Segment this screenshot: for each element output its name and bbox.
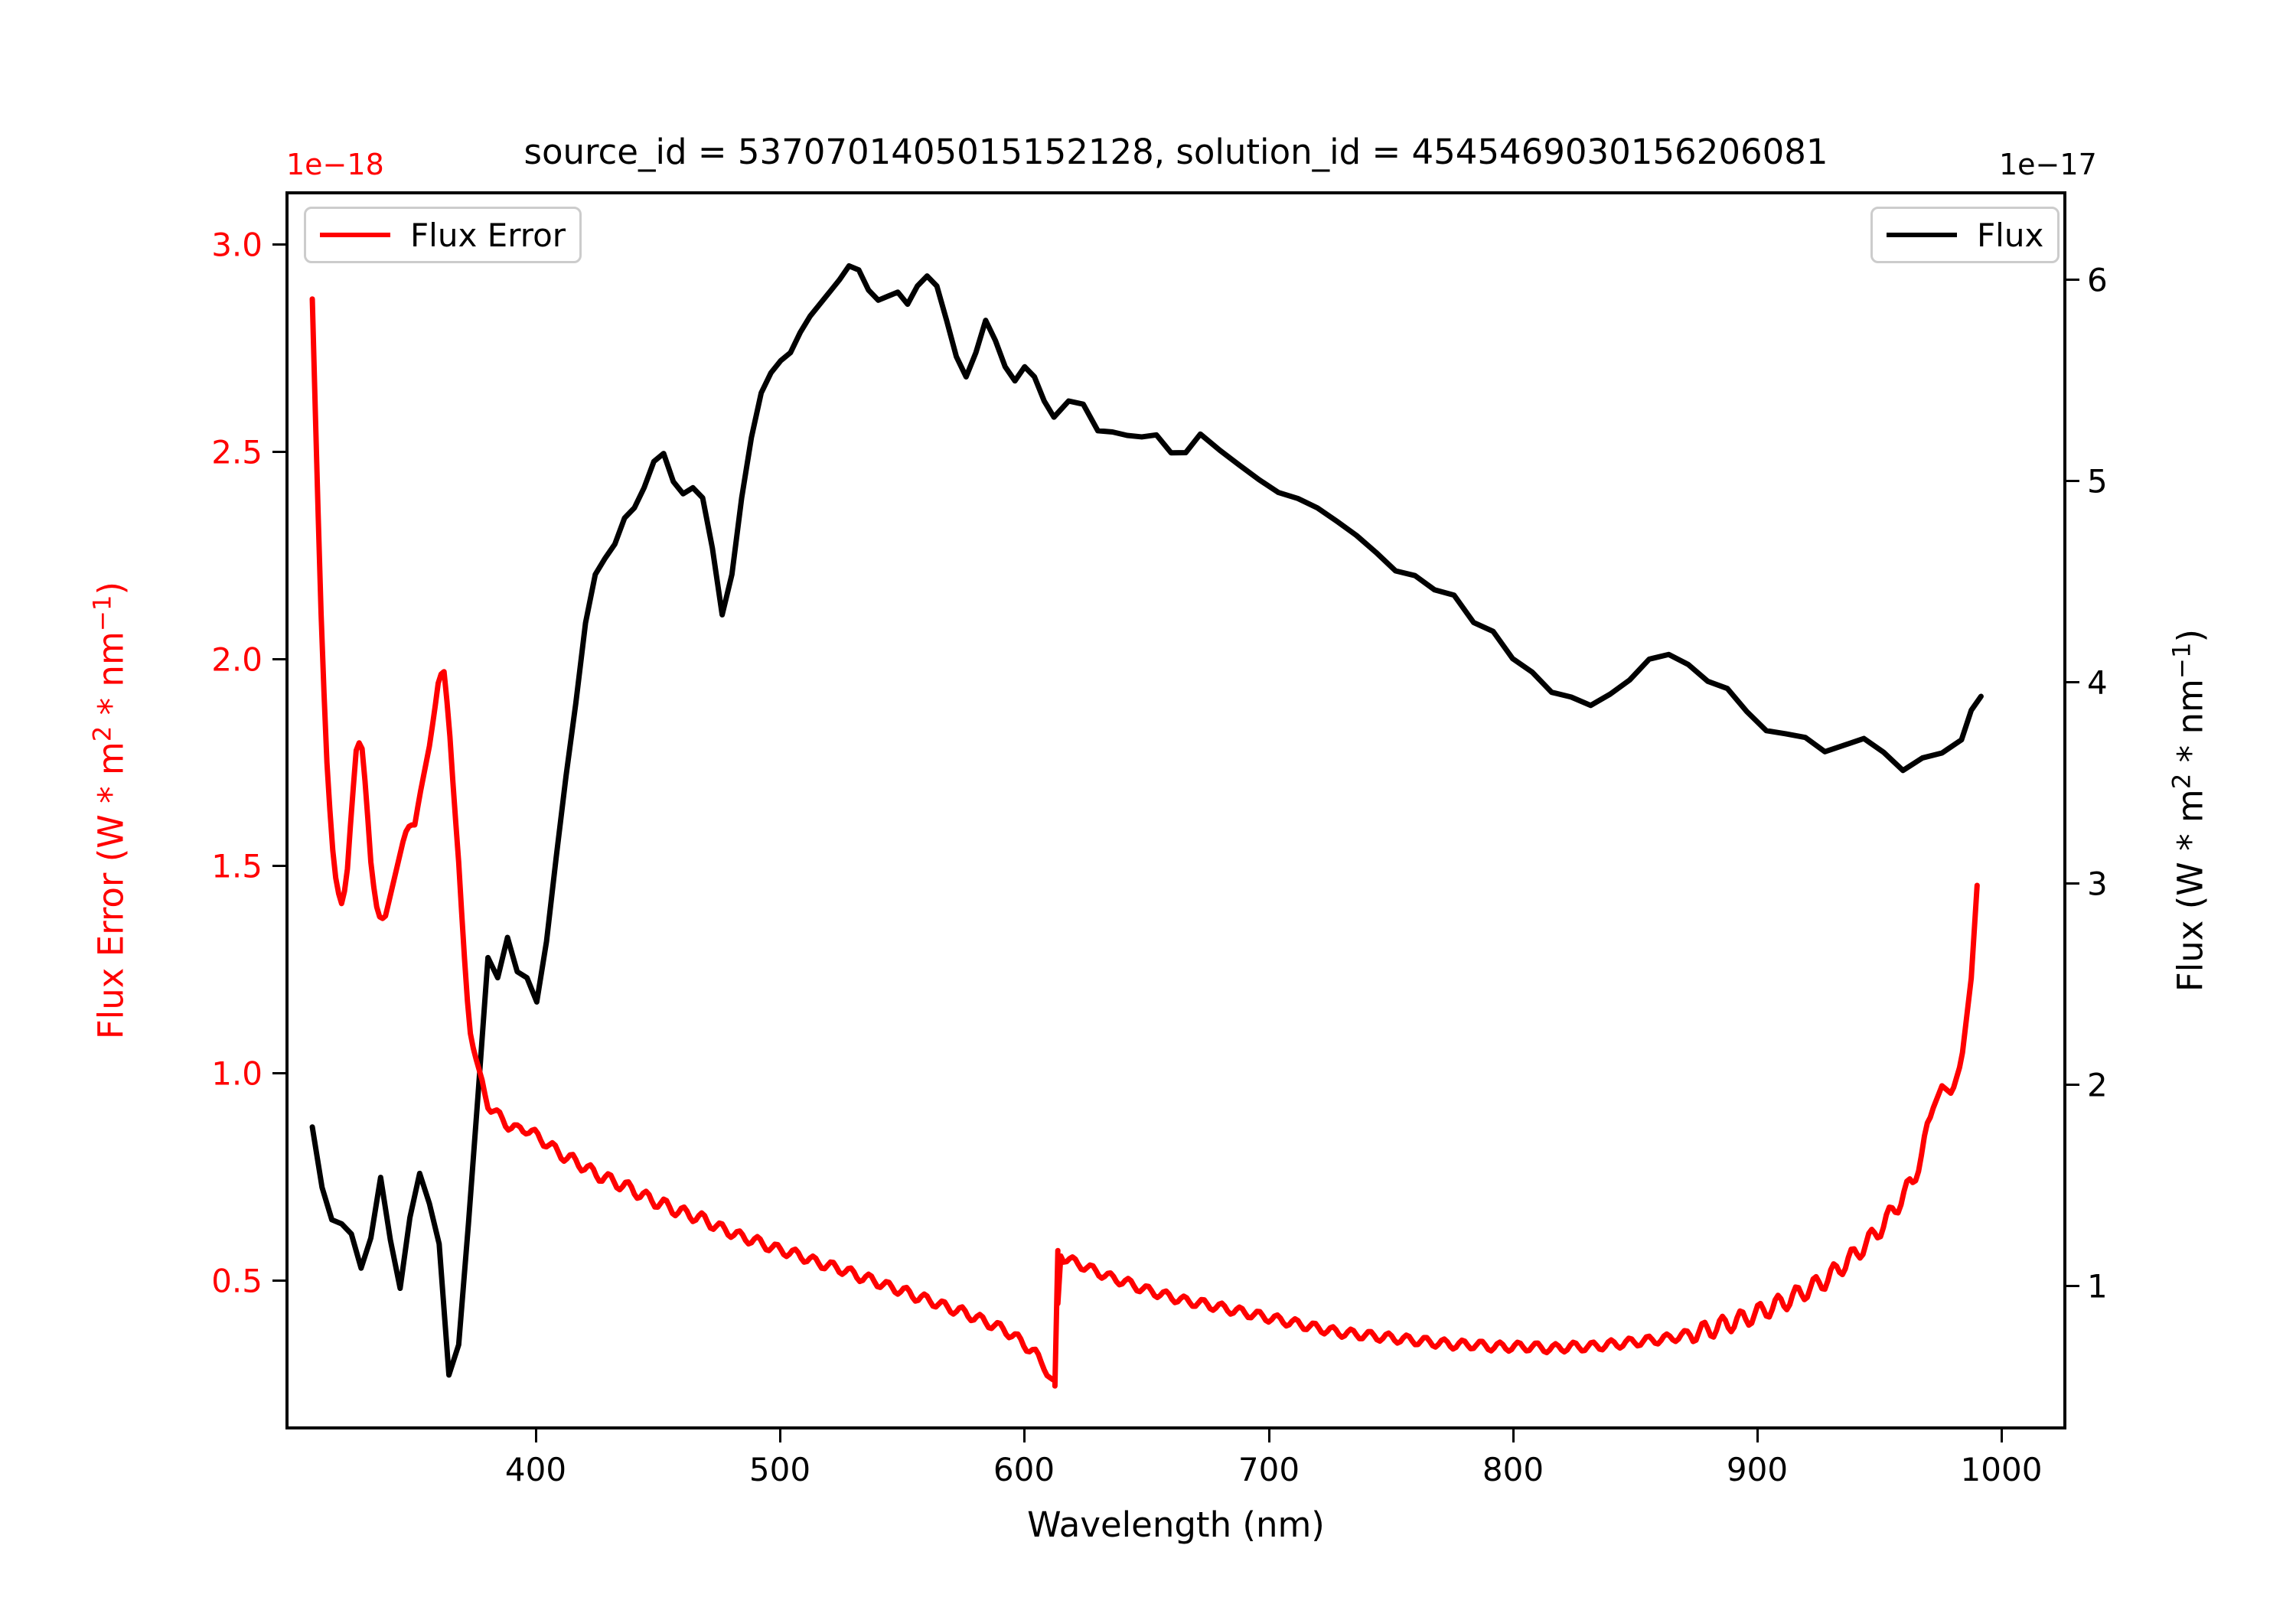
left-ytick-mark (272, 243, 285, 246)
right-ytick-mark (2066, 681, 2079, 683)
left-ytick-label: 0.5 (211, 1262, 263, 1300)
legend-flux[interactable]: Flux (1870, 207, 2060, 263)
right-ytick-mark (2066, 1285, 2079, 1287)
left-ytick-mark (272, 658, 285, 660)
x-axis-label: Wavelength (nm) (1027, 1504, 1325, 1545)
right-ytick-label: 3 (2087, 865, 2108, 903)
right-axis-offset-label: 1e−17 (1999, 148, 2097, 181)
curve-flux-error-segment (1055, 882, 1980, 1356)
right-ytick-label: 1 (2087, 1267, 2108, 1305)
xtick-label: 800 (1482, 1451, 1544, 1488)
xtick-mark (779, 1429, 781, 1442)
xtick-label: 700 (1238, 1451, 1300, 1488)
right-ytick-mark (2066, 882, 2079, 885)
xtick-label: 1000 (1960, 1451, 2043, 1488)
left-ytick-label: 2.5 (211, 433, 263, 471)
right-ytick-mark (2066, 279, 2079, 281)
right-ytick-mark (2066, 1084, 2079, 1086)
left-y-axis-label-sup-m2: 2 (87, 725, 117, 742)
legend-line-icon-flux (1887, 233, 1957, 237)
right-ytick-label: 2 (2087, 1066, 2108, 1104)
left-ytick-label: 2.0 (211, 641, 263, 679)
xtick-mark (2001, 1429, 2003, 1442)
right-y-axis-label-end: ) (2170, 628, 2211, 643)
xtick-mark (1512, 1429, 1515, 1442)
left-axis-offset-label: 1e−18 (286, 148, 384, 181)
right-ytick-label: 5 (2087, 462, 2108, 500)
xtick-label: 500 (748, 1451, 811, 1488)
left-ytick-mark (272, 451, 285, 453)
left-ytick-label: 1.5 (211, 847, 263, 885)
xtick-label: 900 (1726, 1451, 1789, 1488)
right-ytick-label: 4 (2087, 663, 2108, 702)
left-y-axis-label-mid: * nm (90, 631, 132, 726)
left-ytick-label: 3.0 (211, 226, 263, 264)
legend-line-icon-flux-error (320, 233, 390, 237)
right-y-axis-label-sup-m2: 2 (2167, 773, 2197, 790)
right-ytick-label: 6 (2087, 261, 2108, 299)
left-y-axis-label-sup-nm: −1 (87, 595, 117, 632)
right-y-axis-label-sup-nm: −1 (2167, 642, 2197, 680)
left-y-axis-label-text: Flux Error (W * m (90, 742, 132, 1040)
xtick-mark (535, 1429, 537, 1442)
left-ytick-mark (272, 865, 285, 867)
xtick-mark (1268, 1429, 1270, 1442)
right-y-axis-label-text: Flux (W * m (2170, 789, 2211, 993)
left-ytick-mark (272, 1279, 285, 1282)
left-ytick-mark (272, 1072, 285, 1074)
legend-label-flux-error: Flux Error (410, 216, 566, 254)
legend-label-flux: Flux (1977, 216, 2044, 254)
left-y-axis-label-end: ) (90, 581, 132, 595)
page-title: source_id = 5370701405015152128, solutio… (523, 132, 1828, 172)
right-y-axis-label-mid: * nm (2170, 679, 2211, 774)
right-ytick-mark (2066, 480, 2079, 482)
xtick-label: 600 (993, 1451, 1055, 1488)
xtick-label: 400 (504, 1451, 567, 1488)
series-flux-error (309, 296, 1980, 1389)
legend-flux-error[interactable]: Flux Error (304, 207, 582, 263)
xtick-mark (1023, 1429, 1026, 1442)
axes-frame (285, 191, 2066, 1429)
plot-area (309, 263, 1984, 1389)
xtick-mark (1756, 1429, 1759, 1442)
series-flux (309, 263, 1984, 1378)
left-ytick-label: 1.0 (211, 1054, 263, 1093)
curve-flux-error-discontinuity (1052, 1247, 1061, 1389)
